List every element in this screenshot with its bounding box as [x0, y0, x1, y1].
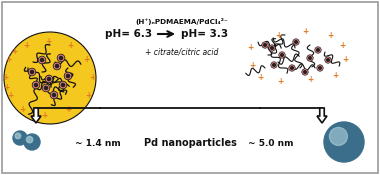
Text: +: +: [85, 92, 91, 100]
Text: ~ 5.0 nm: ~ 5.0 nm: [248, 138, 293, 148]
Circle shape: [317, 65, 323, 71]
Text: +: +: [23, 41, 29, 51]
Circle shape: [50, 91, 58, 99]
Text: +: +: [45, 37, 51, 47]
Text: pH= 6.3: pH= 6.3: [105, 29, 152, 39]
Text: +: +: [89, 74, 95, 82]
Text: +: +: [7, 92, 13, 100]
Circle shape: [304, 71, 306, 73]
FancyArrow shape: [317, 108, 327, 123]
Text: +: +: [257, 74, 263, 82]
Circle shape: [271, 47, 273, 49]
Circle shape: [26, 136, 33, 143]
Circle shape: [38, 56, 46, 64]
Circle shape: [289, 65, 295, 71]
Text: +: +: [65, 106, 71, 114]
Text: Pd nanoparticles: Pd nanoparticles: [144, 138, 236, 148]
Circle shape: [32, 81, 40, 89]
Circle shape: [324, 122, 364, 162]
Text: +: +: [249, 61, 255, 69]
Text: ~ 1.4 nm: ~ 1.4 nm: [75, 138, 121, 148]
Text: (H⁺)ₙPDMAEMA/PdCl₄²⁻: (H⁺)ₙPDMAEMA/PdCl₄²⁻: [136, 18, 228, 25]
Circle shape: [57, 54, 65, 62]
Circle shape: [273, 64, 275, 66]
Circle shape: [269, 45, 275, 51]
Text: + citrate/citric acid: + citrate/citric acid: [145, 47, 218, 57]
Circle shape: [59, 56, 63, 60]
Circle shape: [264, 44, 266, 46]
Circle shape: [30, 70, 33, 74]
Circle shape: [315, 47, 321, 53]
Text: +: +: [2, 74, 8, 82]
Text: +: +: [302, 27, 308, 37]
Circle shape: [66, 74, 70, 78]
Circle shape: [53, 62, 61, 70]
Text: +: +: [41, 110, 47, 120]
Circle shape: [295, 41, 297, 43]
Circle shape: [28, 68, 36, 76]
Circle shape: [307, 55, 313, 61]
Text: +: +: [19, 106, 25, 114]
FancyBboxPatch shape: [2, 2, 378, 173]
Text: +: +: [247, 44, 253, 52]
Circle shape: [317, 49, 319, 51]
Text: +: +: [342, 55, 348, 65]
Circle shape: [319, 67, 321, 69]
Circle shape: [293, 39, 299, 45]
Circle shape: [59, 81, 67, 89]
Text: +: +: [307, 75, 313, 85]
Circle shape: [327, 59, 329, 61]
Text: +: +: [275, 30, 281, 40]
Text: +: +: [11, 47, 17, 57]
Circle shape: [309, 57, 311, 59]
Circle shape: [48, 77, 51, 81]
Text: +: +: [327, 30, 333, 40]
Circle shape: [55, 64, 59, 68]
Circle shape: [325, 57, 331, 63]
Text: +: +: [332, 71, 338, 79]
Text: +: +: [67, 41, 73, 51]
Circle shape: [44, 86, 48, 90]
Circle shape: [302, 69, 308, 75]
Circle shape: [40, 58, 44, 62]
FancyArrow shape: [31, 108, 41, 123]
Circle shape: [45, 75, 53, 83]
Circle shape: [281, 54, 283, 56]
Circle shape: [24, 134, 40, 150]
Circle shape: [62, 83, 65, 87]
Text: +: +: [277, 78, 283, 86]
Circle shape: [15, 133, 21, 139]
Text: +: +: [5, 55, 11, 65]
Circle shape: [271, 62, 277, 68]
Circle shape: [4, 32, 96, 124]
Circle shape: [329, 127, 347, 145]
Circle shape: [64, 72, 72, 80]
Circle shape: [42, 84, 50, 92]
Circle shape: [35, 83, 38, 87]
Text: +: +: [339, 40, 345, 50]
Text: +: +: [83, 55, 89, 65]
Text: pH= 3.3: pH= 3.3: [181, 29, 228, 39]
Text: +: +: [3, 83, 9, 93]
Circle shape: [262, 42, 268, 48]
Circle shape: [13, 131, 27, 145]
Circle shape: [52, 93, 55, 97]
Circle shape: [279, 52, 285, 58]
Circle shape: [291, 67, 293, 69]
